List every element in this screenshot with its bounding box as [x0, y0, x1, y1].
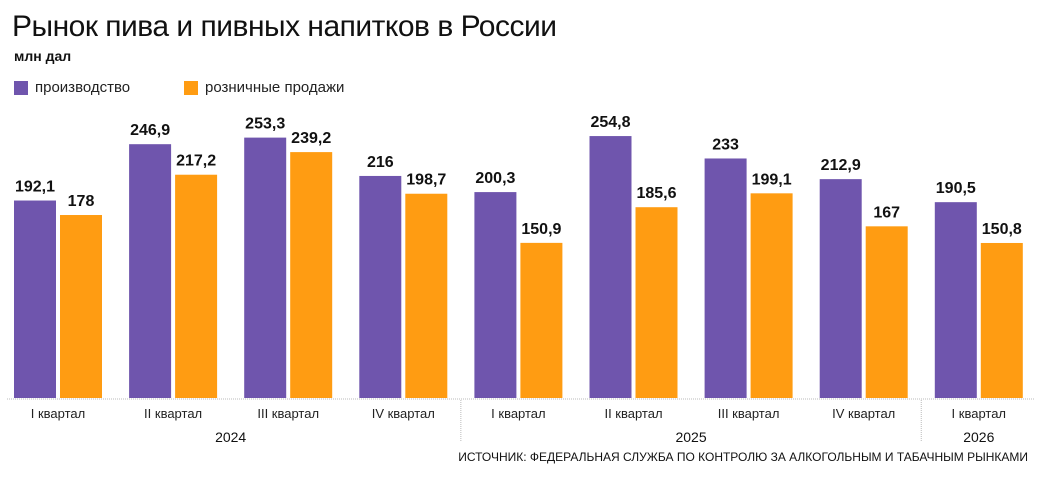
bar [520, 242, 563, 398]
data-label: 253,3 [245, 116, 285, 133]
legend-label: розничные продажи [205, 79, 345, 96]
bar [750, 193, 793, 398]
bar [244, 137, 287, 398]
bar [14, 200, 56, 398]
data-label: 217,2 [176, 153, 216, 170]
legend-label: производство [35, 79, 131, 96]
legend-item-retail: розничные продажи [184, 79, 344, 96]
data-label: 200,3 [475, 170, 515, 187]
bar [865, 226, 908, 398]
year-label: 2026 [963, 429, 994, 445]
year-label: 2024 [215, 429, 246, 445]
data-label: 150,8 [982, 221, 1022, 238]
data-label: 150,9 [521, 221, 561, 238]
category-label: II квартал [144, 406, 202, 421]
legend-item-production: производство [14, 79, 130, 96]
data-label: 239,2 [291, 130, 331, 147]
data-label: 233 [712, 136, 739, 153]
category-label: I квартал [31, 406, 85, 421]
data-label: 167 [873, 204, 900, 221]
data-label: 216 [367, 154, 394, 171]
data-label: 198,7 [406, 172, 446, 189]
data-label: 246,9 [130, 122, 170, 139]
data-label: 178 [68, 193, 95, 210]
data-label: 254,8 [590, 114, 630, 131]
bar [704, 158, 747, 398]
data-label: 192,1 [15, 179, 55, 196]
category-label: I квартал [491, 406, 545, 421]
bar [589, 136, 632, 398]
bar [129, 144, 172, 398]
bar [60, 215, 102, 398]
source-note: ИСТОЧНИК: ФЕДЕРАЛЬНАЯ СЛУЖБА ПО КОНТРОЛЮ… [458, 450, 1028, 464]
bar [175, 174, 218, 398]
bar [934, 202, 977, 398]
data-label: 212,9 [821, 157, 861, 174]
data-label: 185,6 [636, 185, 676, 202]
bar [290, 152, 333, 398]
category-label: III квартал [257, 406, 319, 421]
bar [359, 175, 402, 398]
category-label: III квартал [718, 406, 780, 421]
bar [980, 242, 1023, 398]
data-label: 199,1 [752, 171, 792, 188]
category-label: IV квартал [372, 406, 435, 421]
data-label: 190,5 [936, 180, 976, 197]
legend-swatch [184, 80, 198, 95]
bar [819, 179, 862, 398]
category-label: II квартал [604, 406, 662, 421]
bar [405, 193, 448, 398]
unit-label: млн дал [14, 48, 72, 64]
year-label: 2025 [675, 429, 706, 445]
bar [474, 192, 517, 398]
chart-title: Рынок пива и пивных напитков в России [12, 10, 557, 43]
bar [635, 207, 678, 398]
legend-swatch [14, 80, 28, 95]
category-label: IV квартал [832, 406, 895, 421]
category-label: I квартал [952, 406, 1006, 421]
